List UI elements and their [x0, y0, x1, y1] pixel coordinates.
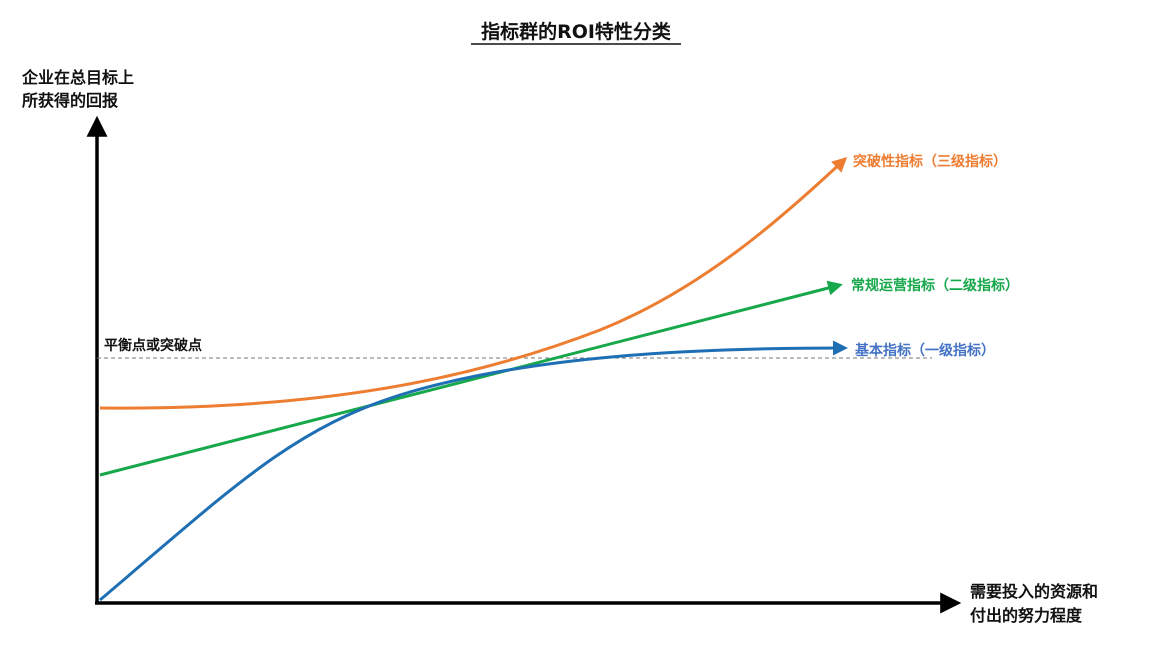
basic-curve-label: 基本指标（一级指标） [855, 342, 995, 359]
x-axis-label-line2: 付出的努力程度 [970, 606, 1083, 625]
basic-curve [99, 340, 848, 602]
breakthrough-curve [99, 156, 848, 410]
y-axis-label-line1: 企业在总目标上 [21, 68, 134, 87]
x-axis-label-line1: 需要投入的资源和 [970, 582, 1098, 601]
y-axis-label-line2: 所获得的回报 [22, 91, 118, 110]
operational-curve-label: 常规运营指标（二级指标） [851, 277, 1019, 294]
breakthrough-curve-label: 突破性指标（三级指标） [853, 153, 1007, 170]
breakeven-label: 平衡点或突破点 [104, 337, 202, 354]
operational-curve [99, 280, 843, 477]
diagram-title: 指标群的ROI特性分类 [481, 20, 671, 43]
